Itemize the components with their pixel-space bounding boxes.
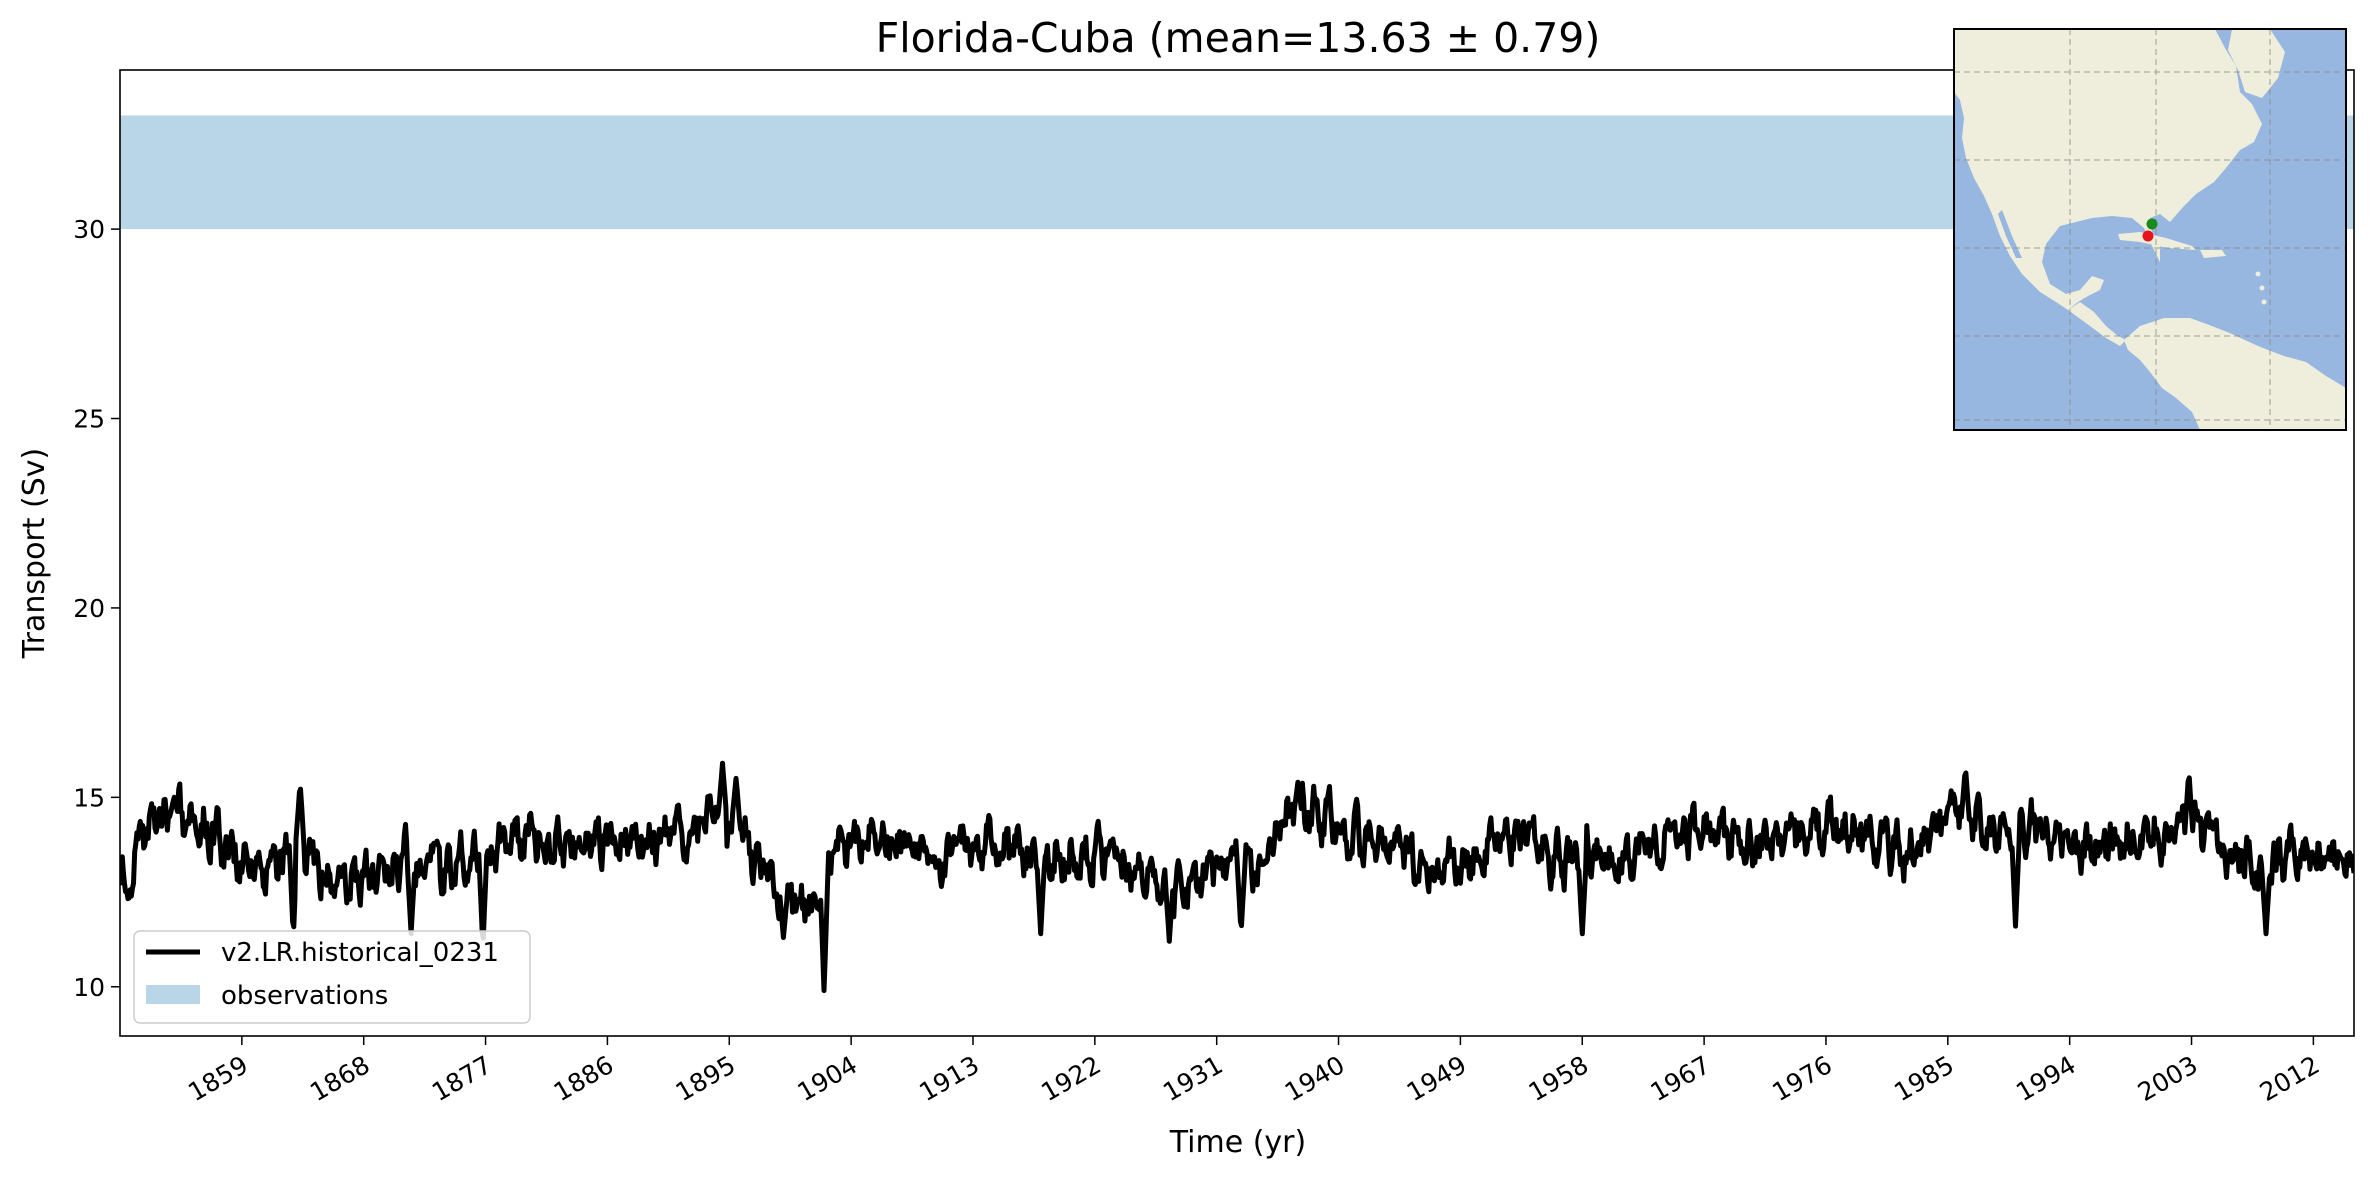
y-tick-label: 10 xyxy=(73,973,105,1002)
map-land-hispaniola xyxy=(2200,250,2226,258)
legend-observations-swatch xyxy=(146,985,200,1004)
y-tick-label: 30 xyxy=(73,215,105,244)
y-tick-label: 20 xyxy=(73,594,105,623)
inset-map-frame xyxy=(1953,28,2347,431)
map-land-central-america xyxy=(2068,302,2126,346)
map-land-south-america xyxy=(2124,318,2346,430)
legend-label-model: v2.LR.historical_0231 xyxy=(221,938,499,968)
chart-title: Florida-Cuba (mean=13.63 ± 0.79) xyxy=(876,14,1601,62)
legend-frame xyxy=(133,930,531,1024)
map-land-north-america xyxy=(1954,29,2262,310)
inset-map xyxy=(1953,28,2347,431)
x-axis-label: Time (yr) xyxy=(1169,1125,1306,1160)
map-gridlines xyxy=(1954,29,2346,430)
map-marker-florida xyxy=(2146,218,2158,230)
y-tick-label: 15 xyxy=(73,783,105,812)
map-land-antilles-1 xyxy=(2255,271,2261,277)
legend-label-observations: observations xyxy=(221,981,388,1011)
map-marker-cuba xyxy=(2142,230,2154,242)
y-axis-label: Transport (Sv) xyxy=(17,448,52,660)
series-line xyxy=(120,760,2354,993)
map-land-antilles-3 xyxy=(2261,299,2267,305)
map-land-greenland xyxy=(2228,29,2285,98)
y-tick-label: 25 xyxy=(73,405,105,434)
map-land-cuba xyxy=(2118,232,2196,250)
plot-area-frame xyxy=(119,69,2355,1037)
map-gulf-of-california xyxy=(1998,210,2022,258)
map-land-antilles-2 xyxy=(2259,285,2265,291)
legend: v2.LR.historical_0231 observations xyxy=(133,930,531,1024)
